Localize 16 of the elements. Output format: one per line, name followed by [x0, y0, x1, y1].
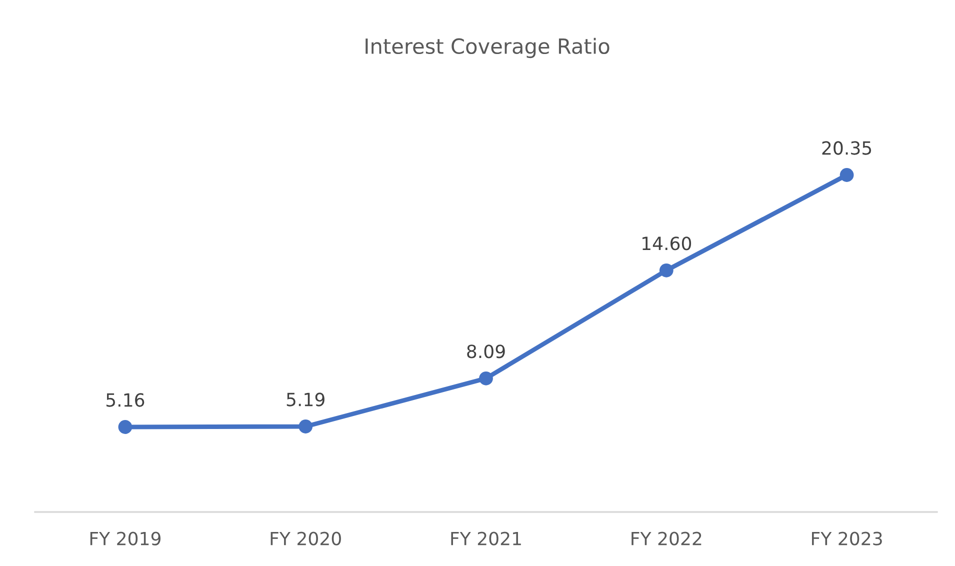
point	[479, 371, 493, 386]
x-tick-label: FY 2021	[451, 532, 521, 546]
point	[840, 168, 854, 182]
chart-title: Interest Coverage Ratio	[366, 38, 610, 58]
x-tick-label: FY 2023	[812, 532, 882, 546]
data-label: 14.60	[642, 236, 692, 250]
x-tick-label: FY 2019	[90, 532, 160, 546]
data-label: 20.35	[822, 141, 872, 155]
x-tick-label: FY 2020	[270, 532, 341, 546]
point	[118, 420, 132, 434]
data-label: 5.19	[286, 392, 324, 406]
point	[298, 420, 313, 434]
point	[659, 263, 674, 278]
data-label: 8.09	[467, 344, 505, 358]
x-tick-label: FY 2022	[632, 532, 702, 546]
data-label: 5.16	[106, 393, 144, 407]
